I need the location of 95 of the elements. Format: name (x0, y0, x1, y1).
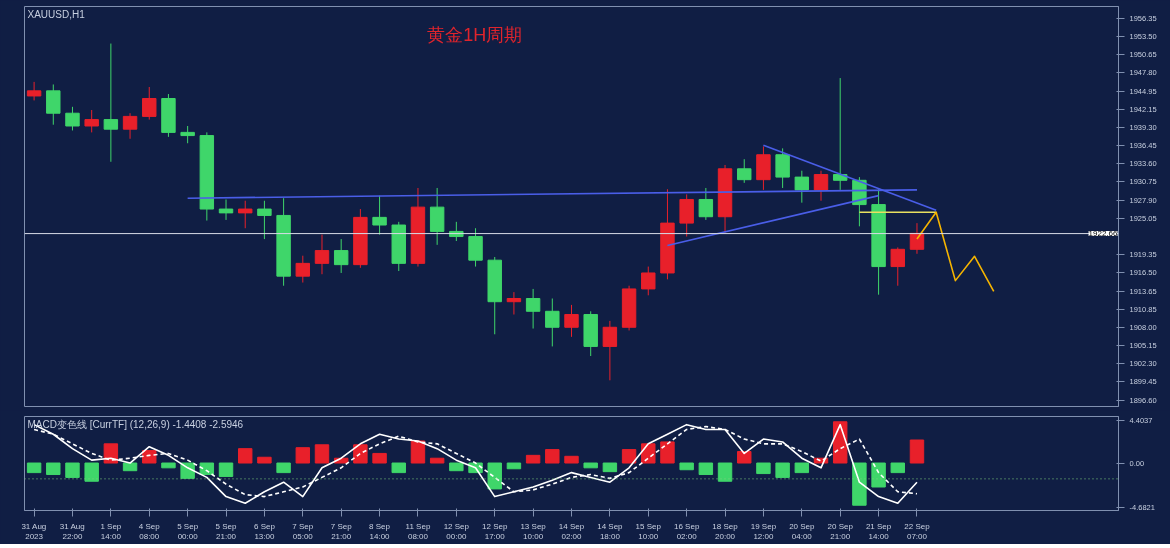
bar (487, 462, 502, 490)
x-tick-label: 1 Sep 14:00 (100, 521, 122, 542)
candlestick (545, 298, 560, 347)
x-tick-label: 7 Sep 05:00 (292, 521, 314, 542)
candlestick (832, 77, 848, 191)
bar (564, 455, 579, 464)
x-tick-label: 20 Sep 21:00 (827, 521, 854, 542)
x-tick-label: 12 Sep 17:00 (482, 521, 508, 542)
candlestick (103, 43, 119, 163)
bar (46, 462, 61, 476)
ref-line-label: 1922.66 (1088, 229, 1119, 239)
text: 黄金1H周期 (427, 24, 523, 45)
bar (410, 440, 426, 464)
x-tick-label: 7 Sep 21:00 (330, 521, 353, 542)
bar (295, 447, 311, 464)
annotation: XAUUSD,H1 (27, 8, 86, 20)
candlestick (794, 170, 810, 204)
x-tick-label: 31 Aug 2023 (21, 521, 47, 542)
bar (717, 462, 733, 482)
x-tick-label: 15 Sep 10:00 (635, 521, 662, 542)
candlestick (295, 255, 311, 284)
bar (602, 462, 618, 473)
candlestick (142, 86, 157, 121)
bar (909, 439, 925, 464)
candlestick (122, 112, 138, 140)
x-tick-label: 19 Sep 12:00 (750, 521, 777, 542)
bar (583, 462, 598, 469)
bar (372, 452, 387, 464)
bar (852, 462, 867, 506)
bar (122, 462, 138, 472)
bar (525, 454, 541, 464)
candlestick (737, 158, 752, 184)
x-tick-label: 21 Sep 14:00 (865, 521, 892, 542)
x-tick-label: 5 Sep 21:00 (215, 521, 238, 542)
candlestick (468, 227, 483, 268)
bar (660, 441, 675, 464)
bar (257, 456, 272, 464)
bar (429, 457, 445, 464)
candlestick (679, 193, 694, 238)
candlestick (46, 83, 61, 126)
bar (545, 449, 560, 464)
bar (84, 462, 99, 482)
candlestick (890, 246, 905, 287)
bar (449, 462, 464, 472)
candlestick (84, 109, 99, 133)
bar (161, 462, 176, 469)
bar (26, 462, 42, 474)
bar (314, 444, 330, 464)
candlestick (506, 291, 522, 315)
candlestick (372, 195, 387, 236)
x-tick-label: 13 Sep 10:00 (520, 521, 547, 542)
bar (391, 462, 406, 474)
bar (756, 462, 771, 475)
x-tick-label: 18 Sep 20:00 (712, 521, 739, 542)
bar (890, 462, 905, 474)
bar (103, 443, 119, 464)
x-tick-label: 11 Sep 08:00 (405, 521, 431, 542)
x-tick-label: 5 Sep 00:00 (177, 521, 199, 542)
candlestick (65, 106, 80, 131)
bar (737, 451, 752, 464)
candlestick (314, 234, 330, 275)
candlestick (218, 198, 234, 221)
bar (238, 448, 253, 464)
bar (679, 462, 694, 471)
bar (621, 449, 637, 464)
x-tick-label: 4 Sep 08:00 (138, 521, 161, 542)
bar (506, 462, 522, 470)
bar (276, 462, 291, 474)
x-tick-label: 16 Sep 02:00 (673, 521, 700, 542)
bar (794, 462, 810, 474)
x-tick-label: 12 Sep 00:00 (443, 521, 470, 542)
bar (218, 462, 234, 477)
annotation: MACD变色线 [CurrTF] (12,26,9) -1.4408 -2.5946 (27, 418, 244, 430)
bar (65, 462, 80, 478)
x-tick-label: 20 Sep 04:00 (789, 521, 816, 542)
bar (871, 462, 886, 488)
x-tick-label: 14 Sep 02:00 (558, 521, 585, 542)
candlestick (775, 147, 790, 189)
x-tick-label: 22 Sep 07:00 (904, 521, 931, 542)
x-tick-label: 8 Sep 14:00 (369, 521, 391, 542)
candlestick (257, 200, 272, 240)
candlestick (238, 200, 253, 229)
bar (775, 462, 790, 478)
bar (698, 462, 714, 476)
x-tick-label: 14 Sep 18:00 (597, 521, 624, 542)
candlestick (525, 288, 541, 330)
candlestick (698, 187, 714, 221)
candlestick (813, 170, 829, 202)
x-tick-label: 6 Sep 13:00 (253, 521, 276, 542)
x-tick-label: 31 Aug 22:00 (59, 521, 85, 542)
candlestick (564, 304, 579, 338)
candlestick (602, 320, 618, 381)
candlestick (641, 266, 656, 296)
candlestick (333, 238, 349, 274)
candlestick (26, 81, 42, 101)
